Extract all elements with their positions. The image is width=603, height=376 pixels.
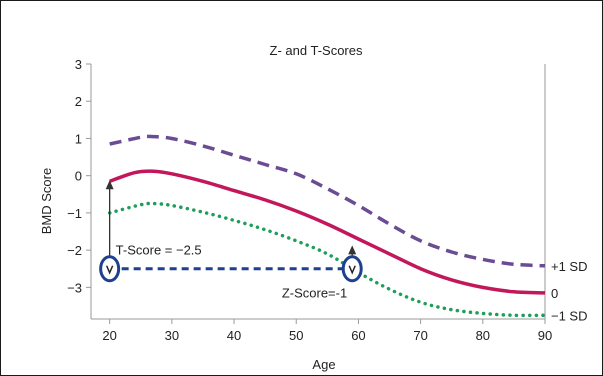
series-line-2 [107, 201, 547, 318]
t-score-label: T-Score = −2.5 [116, 243, 202, 258]
t-score-marker-glyph [105, 265, 114, 275]
series-label: +1 SD [551, 259, 588, 274]
x-axis-title: Age [312, 357, 335, 372]
series-labels: +1 SD 0 −1 SD [551, 259, 588, 324]
x-tick-label: 80 [476, 328, 490, 343]
y-tick-label: −2 [67, 243, 82, 258]
series-label: −1 SD [551, 308, 588, 323]
y-tick-label: −1 [67, 206, 82, 221]
y-axis-title: BMD Score [39, 168, 54, 234]
series-layer [107, 134, 547, 318]
x-tick-label: 70 [413, 328, 427, 343]
series-line-1 [109, 169, 546, 295]
t-score-marker [99, 255, 121, 283]
x-ticks: 20 30 40 50 60 70 80 90 [102, 319, 552, 343]
series-line-0 [109, 134, 546, 268]
z-score-label: Z-Score=-1 [282, 286, 347, 301]
series-label: 0 [551, 286, 558, 301]
t-score-arrowhead [105, 180, 114, 190]
y-ticks: 3 2 1 0 −1 −2 −3 [67, 57, 91, 295]
x-tick-label: 20 [102, 328, 116, 343]
y-tick-label: 0 [75, 169, 82, 184]
x-tick-label: 30 [165, 328, 179, 343]
z-score-marker-glyph [348, 265, 356, 275]
z-score-marker [341, 255, 363, 283]
y-tick-label: −3 [67, 280, 82, 295]
chart-title: Z- and T-Scores [270, 43, 363, 58]
x-tick-label: 60 [351, 328, 365, 343]
y-tick-label: 3 [75, 57, 82, 72]
x-tick-label: 50 [289, 328, 303, 343]
y-tick-label: 2 [75, 94, 82, 109]
y-tick-label: 1 [75, 131, 82, 146]
z-score-arrowhead [348, 245, 357, 255]
x-tick-label: 40 [227, 328, 241, 343]
annotation-layer: T-Score = −2.5 Z-Score=-1 [99, 180, 363, 301]
x-tick-label: 90 [538, 328, 552, 343]
